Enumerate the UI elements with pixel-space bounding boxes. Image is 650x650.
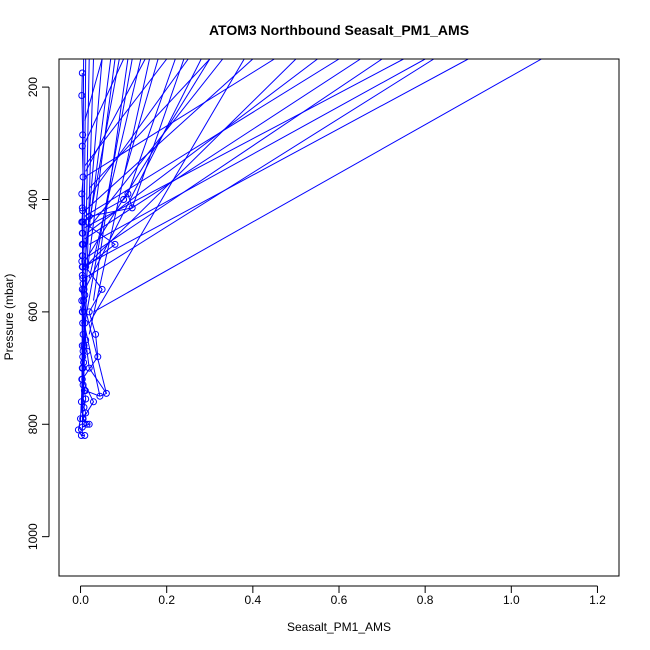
data-point [120, 196, 128, 203]
y-tick-label: 400 [26, 189, 40, 209]
y-tick-label: 600 [26, 302, 40, 322]
data-point [80, 387, 88, 395]
x-tick-label: 1.0 [503, 593, 520, 607]
excursion-line-8 [84, 59, 340, 217]
x-tick-label: 0.6 [331, 593, 348, 607]
data-point [79, 252, 87, 260]
excursion-line-36 [93, 59, 129, 301]
y-axis-label: Pressure (mbar) [2, 274, 16, 361]
excursion-line-28 [84, 59, 404, 229]
data-point [77, 398, 85, 406]
data-point [124, 190, 132, 198]
data-point [96, 392, 104, 400]
data-point [78, 308, 86, 316]
data-point [81, 319, 89, 327]
x-tick-label: 1.2 [589, 593, 606, 607]
excursion-line-17 [123, 59, 159, 178]
excursion-line-14 [84, 59, 103, 121]
data-layer [74, 59, 542, 439]
data-point [79, 173, 87, 181]
data-point [128, 204, 136, 212]
axes-layer: 0.0 0.2 0.4 0.6 0.8 1.0 1.2 200 400 600 800 1000 [26, 77, 606, 607]
data-point [80, 342, 88, 350]
data-point [79, 319, 87, 327]
data-point [92, 330, 100, 338]
data-point [83, 347, 91, 355]
data-point [78, 190, 86, 198]
data-point [81, 432, 89, 439]
data-point [98, 285, 106, 293]
excursion-line-21 [84, 59, 116, 290]
excursion-line-6 [93, 59, 542, 313]
excursion-line-20 [84, 59, 103, 267]
data-point [77, 432, 85, 439]
data-point [77, 415, 84, 423]
data-point [78, 263, 86, 271]
data-point [79, 330, 87, 338]
data-point [78, 69, 86, 77]
data-point [90, 398, 97, 406]
data-point [79, 207, 87, 215]
chart-title: ATOM3 Northbound Seasalt_PM1_AMS [209, 22, 469, 38]
data-point [78, 142, 86, 150]
excursion-line-37 [88, 59, 120, 223]
excursion-line-9 [84, 59, 275, 178]
data-point [82, 263, 90, 271]
data-point [78, 240, 86, 248]
x-tick-label: 0.4 [245, 593, 262, 607]
excursion-line-27 [84, 59, 361, 240]
excursion-line-26 [88, 59, 245, 324]
data-point [85, 212, 93, 220]
data-point [78, 375, 86, 383]
excursion-line-3 [86, 59, 318, 234]
data-point [102, 389, 110, 397]
x-tick-label: 0.8 [417, 593, 434, 607]
data-point [78, 92, 86, 99]
excursion-line-1 [88, 59, 211, 189]
data-point [78, 285, 86, 293]
series-line-0 [77, 72, 133, 436]
data-point [79, 364, 87, 372]
data-point [74, 426, 82, 434]
x-tick-label: 0.2 [158, 593, 175, 607]
excursion-line-16 [127, 59, 176, 195]
excursion-line-4 [88, 59, 383, 257]
excursion-line-22 [84, 59, 133, 324]
excursion-line-12 [85, 59, 146, 172]
plot-frame [58, 58, 620, 577]
excursion-line-5 [84, 59, 435, 279]
y-tick-label: 1000 [26, 523, 40, 550]
x-tick-label: 0.0 [72, 593, 89, 607]
data-point [82, 409, 90, 417]
data-point [85, 308, 93, 316]
data-point [85, 420, 93, 428]
data-point [79, 415, 87, 423]
data-point [79, 131, 87, 139]
data-point [78, 204, 86, 212]
y-tick-label: 200 [26, 77, 40, 97]
x-axis-label: Seasalt_PM1_AMS [287, 620, 391, 634]
excursion-line-25 [84, 59, 297, 268]
excursion-line-30 [84, 59, 211, 262]
excursion-line-15 [131, 59, 185, 209]
data-point [111, 240, 119, 248]
excursion-line-29 [82, 59, 469, 268]
excursion-line-7 [88, 59, 426, 245]
data-point [79, 218, 87, 226]
y-tick-label: 800 [26, 414, 40, 434]
data-point [78, 297, 86, 305]
data-point [94, 353, 102, 361]
data-point [79, 274, 87, 282]
excursion-line-35 [88, 59, 142, 279]
data-point [79, 229, 87, 237]
excursion-line-10 [88, 59, 224, 228]
excursion-line-2 [84, 59, 254, 212]
excursion-line-24 [84, 59, 202, 290]
data-point [78, 271, 86, 279]
